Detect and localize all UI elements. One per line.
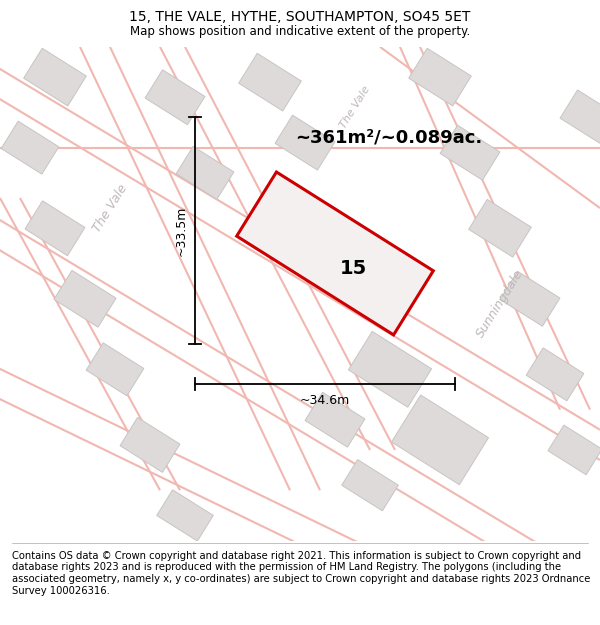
Polygon shape: [145, 70, 205, 125]
Text: ~34.6m: ~34.6m: [300, 394, 350, 407]
Polygon shape: [157, 490, 214, 541]
Text: Sunningdale: Sunningdale: [474, 268, 526, 340]
Polygon shape: [349, 331, 431, 408]
Text: The Vale: The Vale: [338, 84, 372, 130]
Polygon shape: [526, 348, 584, 401]
Polygon shape: [548, 425, 600, 475]
Polygon shape: [25, 201, 85, 256]
Polygon shape: [392, 395, 488, 485]
Polygon shape: [236, 172, 433, 335]
Polygon shape: [305, 392, 365, 447]
Text: Contains OS data © Crown copyright and database right 2021. This information is : Contains OS data © Crown copyright and d…: [12, 551, 590, 596]
Polygon shape: [86, 343, 144, 396]
Polygon shape: [341, 459, 398, 511]
Polygon shape: [500, 271, 560, 326]
Polygon shape: [560, 90, 600, 145]
Polygon shape: [120, 418, 180, 472]
Polygon shape: [54, 271, 116, 328]
Text: ~33.5m: ~33.5m: [175, 206, 187, 256]
Polygon shape: [469, 199, 532, 257]
Polygon shape: [440, 125, 500, 180]
Polygon shape: [239, 53, 301, 111]
Polygon shape: [23, 48, 86, 106]
Polygon shape: [409, 48, 472, 106]
Text: Map shows position and indicative extent of the property.: Map shows position and indicative extent…: [130, 26, 470, 39]
Polygon shape: [275, 115, 335, 170]
Text: 15, THE VALE, HYTHE, SOUTHAMPTON, SO45 5ET: 15, THE VALE, HYTHE, SOUTHAMPTON, SO45 5…: [130, 10, 470, 24]
Text: 15: 15: [340, 259, 367, 278]
Text: The Vale: The Vale: [90, 182, 130, 234]
Polygon shape: [1, 121, 59, 174]
Text: ~361m²/~0.089ac.: ~361m²/~0.089ac.: [295, 129, 482, 147]
Polygon shape: [176, 146, 234, 199]
